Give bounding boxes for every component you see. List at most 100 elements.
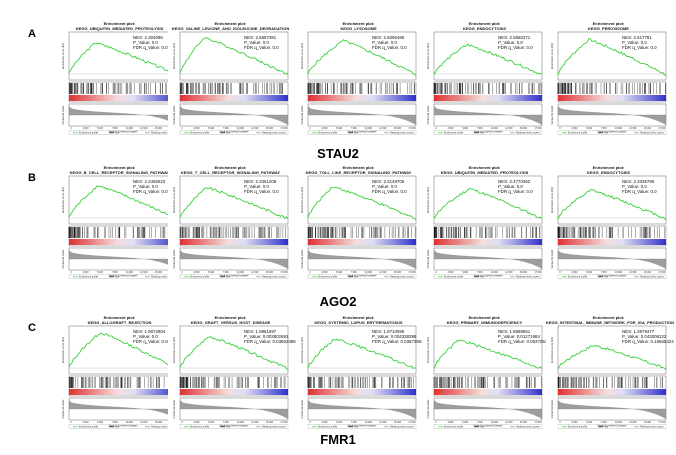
legend-label: Ranking metric scores: [516, 276, 540, 279]
plot-title: Enrichment plot: KEGG_UBIQUITIN_MEDIATED_…: [57, 21, 182, 31]
y-axis-label: Enrichment score (ES): [426, 337, 430, 363]
plot-title-header: Enrichment plot:: [468, 315, 501, 320]
legend-label: Hits: [115, 276, 120, 279]
stat-fdr: FDR q_Value: 0.0: [133, 45, 168, 50]
x-tick-label: 15,000: [520, 421, 528, 424]
enrichment-plot-svg: 0 2,500 5,000 7,500 10,000 12,500 15,000 17,500…: [300, 175, 417, 279]
legend-label: Hits: [354, 426, 359, 429]
es-curve: [557, 189, 667, 220]
y-axis-label: Enrichment score (ES): [550, 337, 554, 363]
es-frame: [433, 175, 543, 225]
x-tick-label: 15,000: [155, 127, 163, 130]
stat-fdr: FDR q_Value: 0.0: [244, 45, 279, 50]
plot-title: Enrichment plot: KEGG_UBIQUITIN_MEDIATED_…: [422, 165, 547, 175]
legend-label: Enrichment profile: [190, 132, 210, 135]
plot-title-pathway: KEGG_UBIQUITIN_MEDIATED_PROTEOLYSIS: [440, 169, 529, 175]
x-tick-label: 12,500: [140, 421, 148, 424]
hits-frame: [433, 225, 543, 247]
x-tick-label: 15,000: [266, 127, 274, 130]
plot-title-pathway: KEGG_PRIMARY_IMMUNODEFICIENCY: [446, 319, 523, 325]
legend-label: Ranking metric scores: [151, 132, 175, 135]
es-frame: [433, 31, 543, 81]
x-tick-label: 17,500: [534, 421, 542, 424]
hits-group: [557, 83, 666, 94]
enrichment-plot: 0 2,500 5,000 7,500 10,000 12,500 15,000 17,500…: [168, 21, 293, 136]
x-axis-label: Rank in Ordered Dataset: [474, 273, 503, 277]
x-tick-label: 0: [181, 127, 183, 130]
stats-box: NES: 1.9072904 P_Value: 0.0 FDR q_Value: 0…: [133, 329, 187, 344]
legend-label: Enrichment profile: [444, 276, 464, 279]
stat-pval: P_Value: 0.0: [244, 184, 269, 189]
x-tick-label: 12,500: [251, 127, 259, 130]
lower-y-axis-label: Ranked list metric: [551, 249, 554, 269]
legend-label: Enrichment profile: [568, 276, 588, 279]
x-tick-label: 10,000: [126, 127, 134, 130]
hits-group: [307, 377, 414, 388]
legend-box: [307, 130, 417, 135]
enrichment-plot: 0 2,500 5,000 7,500 10,000 12,500 15,000 17,500…: [546, 21, 671, 136]
stats-box: NES: 2.304096 P_Value: 0.0 FDR q_Value: 0.…: [133, 35, 168, 50]
x-axis-label: Rank in Ordered Dataset: [474, 129, 503, 133]
y-axis-label: Enrichment score (ES): [172, 43, 176, 69]
ranking-gradient-bar: [180, 389, 288, 395]
stat-nes: NES: 2.6096485: [372, 35, 405, 40]
stat-nes: NES: 1.9072904: [133, 329, 166, 334]
ranking-gradient-bar: [558, 239, 666, 245]
x-tick-label: 17,500: [408, 421, 416, 424]
hits-group: [180, 83, 283, 94]
panel-letter: C: [28, 322, 36, 334]
x-tick-label: 5,000: [97, 127, 104, 130]
y-axis-label: Enrichment score (ES): [300, 187, 304, 213]
ranking-gradient-bar: [434, 389, 542, 395]
legend-label: Ranking metric scores: [640, 132, 664, 135]
x-tick-label: 0: [70, 271, 72, 274]
hits-group: [179, 227, 286, 238]
legend-label: Hits: [480, 276, 485, 279]
legend-box: [433, 130, 543, 135]
x-axis-label: Rank in Ordered Dataset: [220, 273, 249, 277]
stats-box: NES: 2.5687381 P_Value: 0.0 FDR q_Value: 0…: [244, 35, 279, 50]
stat-fdr: FDR q_Value: 0.0: [372, 189, 407, 194]
lower-y-axis-label: Ranked list metric: [62, 249, 65, 269]
y-axis-label: Enrichment score (ES): [300, 43, 304, 69]
plot-title: Enrichment plot: KEGG_B_CELL_RECEPTOR_SIG…: [57, 165, 182, 175]
legend-label: Hits: [480, 132, 485, 135]
x-tick-label: 5,000: [336, 127, 343, 130]
x-tick-label: 10,000: [237, 127, 245, 130]
x-tick-label: 10,000: [126, 421, 134, 424]
x-tick-label: 7,500: [112, 127, 119, 130]
ranking-gradient-bar: [308, 95, 416, 101]
stat-fdr: FDR q_Value: 0.03862386: [244, 339, 296, 344]
hits-group: [433, 377, 542, 388]
x-tick-label: 12,500: [505, 127, 513, 130]
x-axis-label: Rank in Ordered Dataset: [109, 423, 138, 427]
y-axis-label: Enrichment score (ES): [426, 43, 430, 69]
x-tick-label: 17,500: [534, 271, 542, 274]
legend-box: [179, 130, 289, 135]
legend-label: Hits: [480, 426, 485, 429]
hits-group: [557, 227, 665, 238]
hits-group: [68, 227, 177, 238]
x-tick-label: 0: [309, 271, 311, 274]
legend-label: Enrichment profile: [444, 132, 464, 135]
x-tick-label: 0: [559, 271, 561, 274]
plot-title: Enrichment plot: KEGG_TOLL_LIKE_RECEPTOR_…: [296, 165, 421, 175]
stats-box: NES: 1.8688661 P_Value: 0.01271984 FDR q_V…: [498, 329, 550, 344]
x-tick-label: 12,500: [251, 271, 259, 274]
hits-group: [433, 83, 542, 94]
legend-label: Hits: [226, 276, 231, 279]
x-tick-label: 2,500: [572, 271, 579, 274]
stat-fdr: FDR q_Value: 0.06370536: [498, 339, 550, 344]
plot-title-header: Enrichment plot:: [103, 165, 136, 170]
legend-label: Enrichment profile: [568, 132, 588, 135]
stats-box: NES: 2.517781 P_Value: 0.0 FDR q_Value: 0.…: [622, 35, 657, 50]
es-curve: [68, 185, 178, 219]
x-tick-label: 0: [70, 421, 72, 424]
plot-title: Enrichment plot: KEGG_GRAFT_VERSUS_HOST_D…: [168, 315, 293, 325]
ranking-gradient-bar: [558, 95, 666, 101]
plot-title-pathway: KEGG_T_CELL_RECEPTOR_SIGNALING_PATHWAY: [180, 169, 281, 175]
es-curve: [68, 332, 178, 369]
enrichment-plot: 0 2,500 5,000 7,500 10,000 12,500 15,000 17,500…: [422, 21, 547, 136]
x-tick-label: 7,500: [601, 127, 608, 130]
x-tick-label: 2,500: [448, 271, 455, 274]
